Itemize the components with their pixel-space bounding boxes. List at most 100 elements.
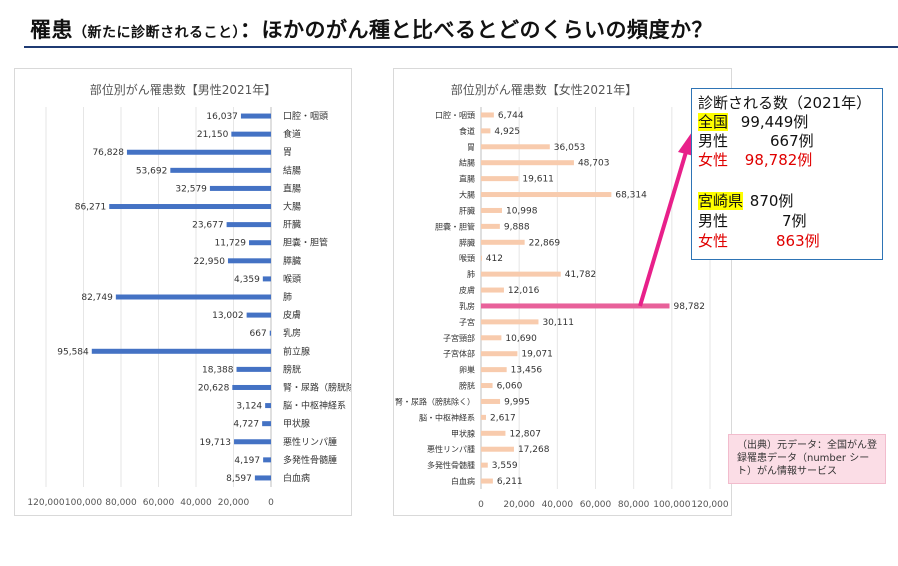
female-tick-label: 20,000 [503,500,535,510]
male-category-label: 甲状腺 [283,418,310,430]
diagnosis-count-box: 診断される数（2021年） 全国 99,449例 男性 667例 女性 98,7… [691,88,883,260]
national-female-label: 女性 [698,151,729,169]
male-category-label: 皮膚 [283,309,301,321]
female-category-label: 甲状腺 [451,428,475,438]
female-bar [481,398,501,404]
female-tick-label: 120,000 [691,500,728,510]
female-value-label: 10,690 [505,334,537,344]
male-value-label: 4,197 [234,456,260,466]
female-tick-label: 40,000 [542,500,574,510]
female-value-label: 3,559 [492,461,518,471]
male-bar [232,384,271,390]
female-category-label: 膵臓 [459,237,475,247]
national-male-value: 667例 [770,132,814,150]
female-chart-title: 部位別がん罹患数【女性2021年】 [450,83,638,97]
female-bar [481,383,493,389]
female-value-label: 412 [486,254,503,264]
male-value-label: 20,628 [198,383,230,393]
male-category-label: 腎・尿路（膀胱除く） [283,381,351,393]
female-value-label: 19,071 [521,350,553,360]
female-chart-panel: 部位別がん罹患数【女性2021年】 0 20,000 40,000 60,000 80,… [393,68,732,516]
male-value-label: 86,271 [75,203,107,213]
male-value-label: 19,713 [200,438,232,448]
female-bar [481,223,500,229]
male-value-label: 13,002 [212,311,244,321]
male-bar [254,475,271,481]
national-value: 99,449例 [740,113,809,131]
source-text: （出典）元データ：全国がん登録罹患データ（number シート）がん情報サービス [737,440,877,477]
national-row: 全国 99,449例 [698,111,808,132]
female-category-label: 卵巣 [459,365,475,375]
female-bar [481,414,486,420]
male-value-label: 3,124 [236,402,262,412]
female-value-label: 98,782 [674,302,706,312]
female-bar [481,462,488,468]
pref-row: 宮崎県 870例 [698,190,793,211]
male-bar [269,330,271,336]
male-bar [91,348,271,354]
female-tick-label: 60,000 [580,500,612,510]
female-tick-label: 100,000 [653,500,690,510]
male-bar [236,366,271,372]
female-bar [481,176,519,182]
female-bar [481,446,514,452]
female-category-label: 子宮体部 [443,349,475,359]
male-bar [246,312,271,318]
national-male-row: 男性 667例 [698,130,814,151]
male-tick-label: 20,000 [218,498,250,508]
pref-male-value: 7例 [782,212,807,230]
female-value-label: 48,703 [578,159,610,169]
female-value-label: 12,016 [508,286,540,296]
male-tick-label: 40,000 [180,498,212,508]
female-value-label: 22,869 [529,238,561,248]
title-main: 罹患 [30,18,73,42]
female-category-label: 食道 [459,126,475,136]
male-bar [227,258,271,264]
female-bar-chart: 0 20,000 40,000 60,000 80,000 100,000 120,000 口… [395,107,729,510]
male-category-label: 胃 [283,147,292,158]
male-category-label: 胆嚢・胆管 [283,237,328,249]
male-value-label: 95,584 [57,347,89,357]
female-bar [481,367,507,373]
female-tick-label: 0 [478,500,484,510]
male-value-label: 18,388 [202,365,234,375]
female-value-label: 19,611 [522,175,554,185]
pref-female-value: 863例 [776,232,820,250]
female-category-label: 肺 [467,270,475,279]
male-bar [109,204,271,210]
male-bar [262,276,271,282]
male-bar [209,185,271,191]
female-value-label: 9,888 [504,222,530,232]
female-category-label: 結腸 [459,158,475,168]
male-value-label: 53,692 [136,166,168,176]
male-value-label: 667 [250,329,267,339]
male-category-label: 白血病 [283,472,310,484]
female-value-label: 6,744 [498,111,524,121]
female-category-label: 胃 [467,143,475,152]
female-bar [481,287,504,293]
female-bar [481,351,518,357]
male-tick-label: 80,000 [105,498,137,508]
male-tick-label: 0 [268,498,274,508]
male-category-label: 多発性骨髄腫 [283,454,337,466]
pref-value: 870例 [749,192,794,210]
male-value-label: 11,729 [215,239,247,249]
national-female-row: 女性 98,782例 [698,149,812,170]
male-chart-title: 部位別がん罹患数【男性2021年】 [89,83,277,97]
source-note: （出典）元データ：全国がん登録罹患データ（number シート）がん情報サービス [728,434,886,484]
female-bar [481,335,502,341]
female-category-label: 子宮 [459,317,475,327]
male-category-label: 脳・中枢神経系 [283,400,346,412]
male-bar [231,131,271,137]
female-bar [481,144,550,150]
title-rest: ：ほかのがん種と比べるとどのくらいの頻度か？ [240,18,713,42]
male-value-label: 82,749 [81,293,113,303]
pref-male-row: 男性 7例 [698,210,807,231]
title-underline [24,46,898,48]
female-value-label: 30,111 [542,318,574,328]
female-value-label: 9,995 [504,397,530,407]
male-value-label: 76,828 [92,148,124,158]
male-bar [240,113,271,119]
female-bar [481,160,574,166]
male-category-label: 食道 [283,128,301,140]
